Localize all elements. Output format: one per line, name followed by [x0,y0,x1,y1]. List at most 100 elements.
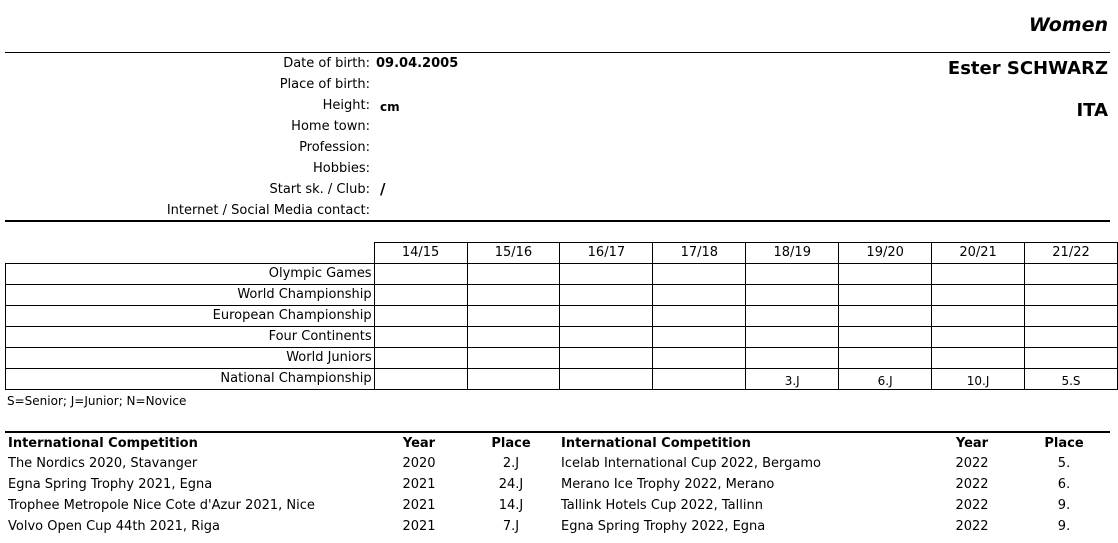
comp-name: Trophee Metropole Nice Cote d'Azur 2021,… [8,498,315,513]
season-header: 14/15 [373,242,468,264]
comp-place: 6. [1057,477,1071,492]
divider-competitions [5,431,1110,433]
result-cell [745,305,840,327]
results-header-row: 14/15 15/16 16/17 17/18 18/19 19/20 20/2… [6,242,1118,264]
result-cell [1024,305,1118,327]
result-cell [559,368,654,390]
result-cell [838,284,933,306]
comp-header-year: Year [955,436,989,451]
result-cell [373,368,468,390]
season-header: 20/21 [931,242,1026,264]
comp-place: 14.J [498,498,524,513]
comp-place: 9. [1057,519,1071,534]
comp-name: Merano Ice Trophy 2022, Merano [561,477,775,492]
result-cell [652,347,747,369]
event-label: Olympic Games [5,263,375,285]
comp-place: 9. [1057,498,1071,513]
comp-place: 5. [1057,456,1071,471]
result-cell [931,284,1026,306]
comp-header-competition: International Competition [561,436,751,451]
bio-label-date-of-birth: Date of birth: [283,56,370,71]
result-cell [466,326,561,348]
results-header-empty [6,243,375,264]
divider-bio [5,220,1110,222]
result-cell [838,347,933,369]
result-cell [559,326,654,348]
result-cell [559,284,654,306]
comp-name: Tallink Hotels Cup 2022, Tallinn [561,498,763,513]
result-cell [466,284,561,306]
result-cell [1024,284,1118,306]
result-cell [931,305,1026,327]
event-label: World Championship [5,284,375,306]
season-header: 16/17 [559,242,654,264]
result-cell [931,326,1026,348]
event-label: National Championship [5,368,375,390]
result-cell: 10.J [931,368,1026,390]
results-row-world-championship: World Championship [5,284,1118,306]
result-cell [559,305,654,327]
result-cell [931,263,1026,285]
comp-year: 2022 [955,477,989,492]
bio-value-date-of-birth: 09.04.2005 [376,56,459,71]
bio-label-place-of-birth: Place of birth: [279,77,370,92]
bio-label-profession: Profession: [299,140,370,155]
comp-name: The Nordics 2020, Stavanger [8,456,198,471]
result-cell [466,347,561,369]
athlete-name: Ester SCHWARZ [947,58,1108,79]
result-cell: 6.J [838,368,933,390]
result-cell [838,326,933,348]
comp-year: 2020 [402,456,436,471]
comp-header-year: Year [402,436,436,451]
comp-place: 2.J [502,456,520,471]
results-table: 14/15 15/16 16/17 17/18 18/19 19/20 20/2… [5,242,1118,390]
comp-name: Volvo Open Cup 44th 2021, Riga [8,519,221,534]
event-label: Four Continents [5,326,375,348]
comp-year: 2021 [402,519,436,534]
bio-label-start-club: Start sk. / Club: [269,182,370,197]
result-cell [745,263,840,285]
result-cell [373,263,468,285]
comp-year: 2022 [955,456,989,471]
comp-year: 2022 [955,498,989,513]
result-cell [466,368,561,390]
comp-header-place: Place [1044,436,1084,451]
results-row-world-juniors: World Juniors [5,347,1118,369]
result-cell [745,347,840,369]
comp-place: 24.J [498,477,524,492]
comp-year: 2021 [402,498,436,513]
season-header: 21/22 [1024,242,1118,264]
result-cell [1024,347,1118,369]
result-cell [466,263,561,285]
result-cell [373,284,468,306]
result-cell [745,284,840,306]
bio-label-internet-social: Internet / Social Media contact: [166,203,370,218]
result-cell [838,305,933,327]
result-cell [652,305,747,327]
comp-year: 2021 [402,477,436,492]
result-cell [559,347,654,369]
bio-value-start-club: / [380,180,386,198]
comp-name: Icelab International Cup 2022, Bergamo [561,456,821,471]
comp-place: 7.J [502,519,520,534]
season-header: 19/20 [838,242,933,264]
result-cell: 5.S [1024,368,1118,390]
season-header: 15/16 [466,242,561,264]
comp-name: Egna Spring Trophy 2022, Egna [561,519,766,534]
result-cell [652,284,747,306]
result-cell [931,347,1026,369]
result-cell [745,326,840,348]
athlete-country: ITA [1076,100,1108,121]
comp-name: Egna Spring Trophy 2021, Egna [8,477,213,492]
result-cell [1024,263,1118,285]
result-cell [373,326,468,348]
bio-label-hobbies: Hobbies: [313,161,370,176]
bio-label-home-town: Home town: [291,119,370,134]
result-cell [652,263,747,285]
result-cell [373,347,468,369]
results-row-national-championship: National Championship 3.J 6.J 10.J 5.S [5,368,1118,390]
result-cell [373,305,468,327]
category-title: Women [1028,14,1108,36]
result-cell [652,368,747,390]
result-cell [652,326,747,348]
